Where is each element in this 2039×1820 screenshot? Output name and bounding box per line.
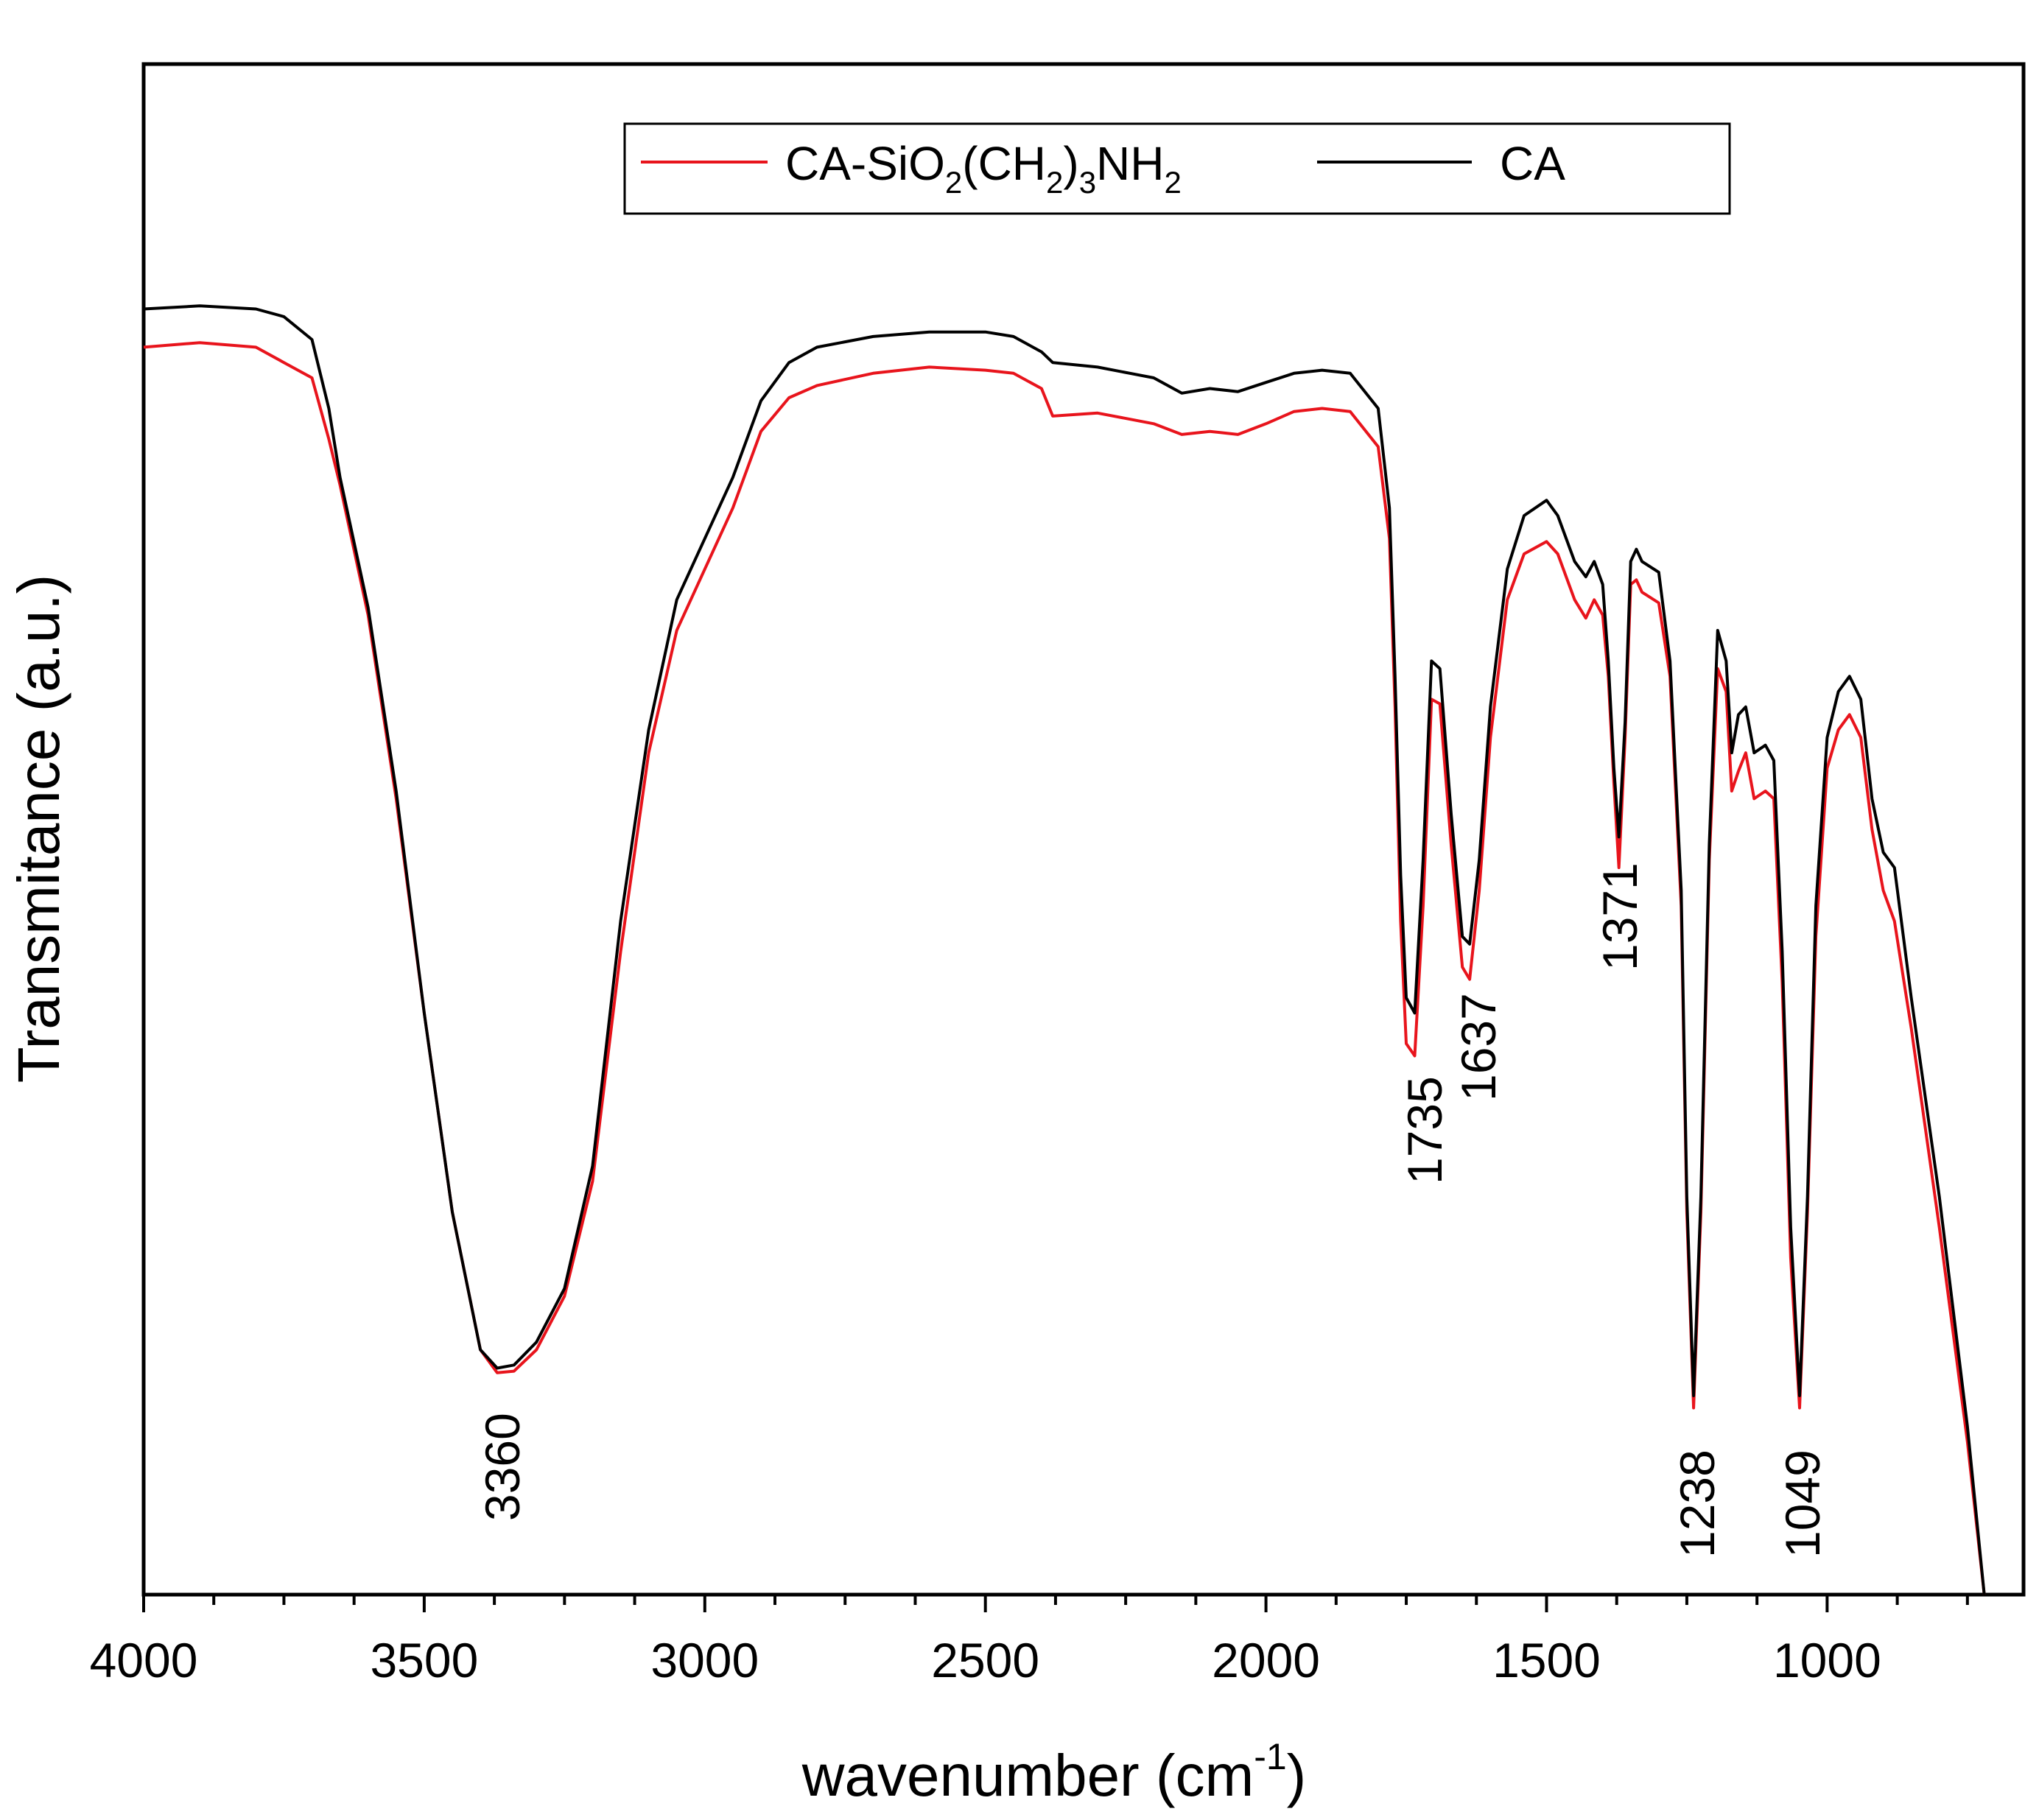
series-line-ca-sio2 (143, 341, 1986, 1595)
x-axis-title-end: ) (1287, 1743, 1307, 1808)
x-axis-title-main: wavenumber (cm (801, 1743, 1254, 1808)
peak-label-1371: 1371 (1593, 862, 1647, 971)
peak-label-1049: 1049 (1775, 1450, 1830, 1558)
x-axis-title: wavenumber (cm-1) (801, 1736, 1307, 1808)
legend-part: CA-SiO (785, 137, 945, 190)
x-tick-label-1500: 1500 (1492, 1633, 1601, 1687)
x-tick-label-3000: 3000 (650, 1633, 759, 1687)
peak-label-3360: 3360 (475, 1413, 530, 1521)
legend: CA-SiO2(CH2)3NH2 CA (623, 122, 1731, 215)
series-line-ca (143, 304, 1986, 1595)
legend-subscript: 2 (1046, 165, 1063, 200)
legend-subscript: 2 (1164, 165, 1181, 200)
x-tick-label-2500: 2500 (931, 1633, 1039, 1687)
x-tick-label-2000: 2000 (1212, 1633, 1320, 1687)
x-tick-label-4000: 4000 (90, 1633, 198, 1687)
peak-label-1238: 1238 (1670, 1450, 1724, 1558)
legend-subscript: 3 (1079, 165, 1096, 200)
x-axis-title-sup: -1 (1254, 1736, 1286, 1777)
legend-label-ca-sio2: CA-SiO2(CH2)3NH2 (785, 137, 1182, 200)
x-tick-label-3500: 3500 (370, 1633, 478, 1687)
peak-label-1637: 1637 (1451, 993, 1506, 1101)
series-layer (143, 304, 1986, 1595)
plot-frame (141, 62, 2026, 1597)
legend-subscript: 2 (945, 165, 962, 200)
y-axis-title: Transmitance (a.u.) (6, 575, 71, 1083)
peak-label-1735: 1735 (1397, 1076, 1452, 1184)
legend-box (623, 122, 1731, 215)
x-axis: 4000 3500 3000 2500 2000 1500 1000 (90, 1595, 1969, 1687)
legend-part: ) (1063, 137, 1078, 190)
legend-part: NH (1096, 137, 1164, 190)
legend-part: (CH (962, 137, 1046, 190)
x-tick-label-1000: 1000 (1773, 1633, 1881, 1687)
legend-label-ca: CA (1500, 137, 1565, 190)
